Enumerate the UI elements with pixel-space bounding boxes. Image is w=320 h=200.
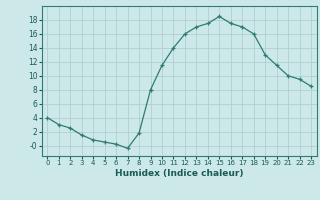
X-axis label: Humidex (Indice chaleur): Humidex (Indice chaleur) [115, 169, 244, 178]
